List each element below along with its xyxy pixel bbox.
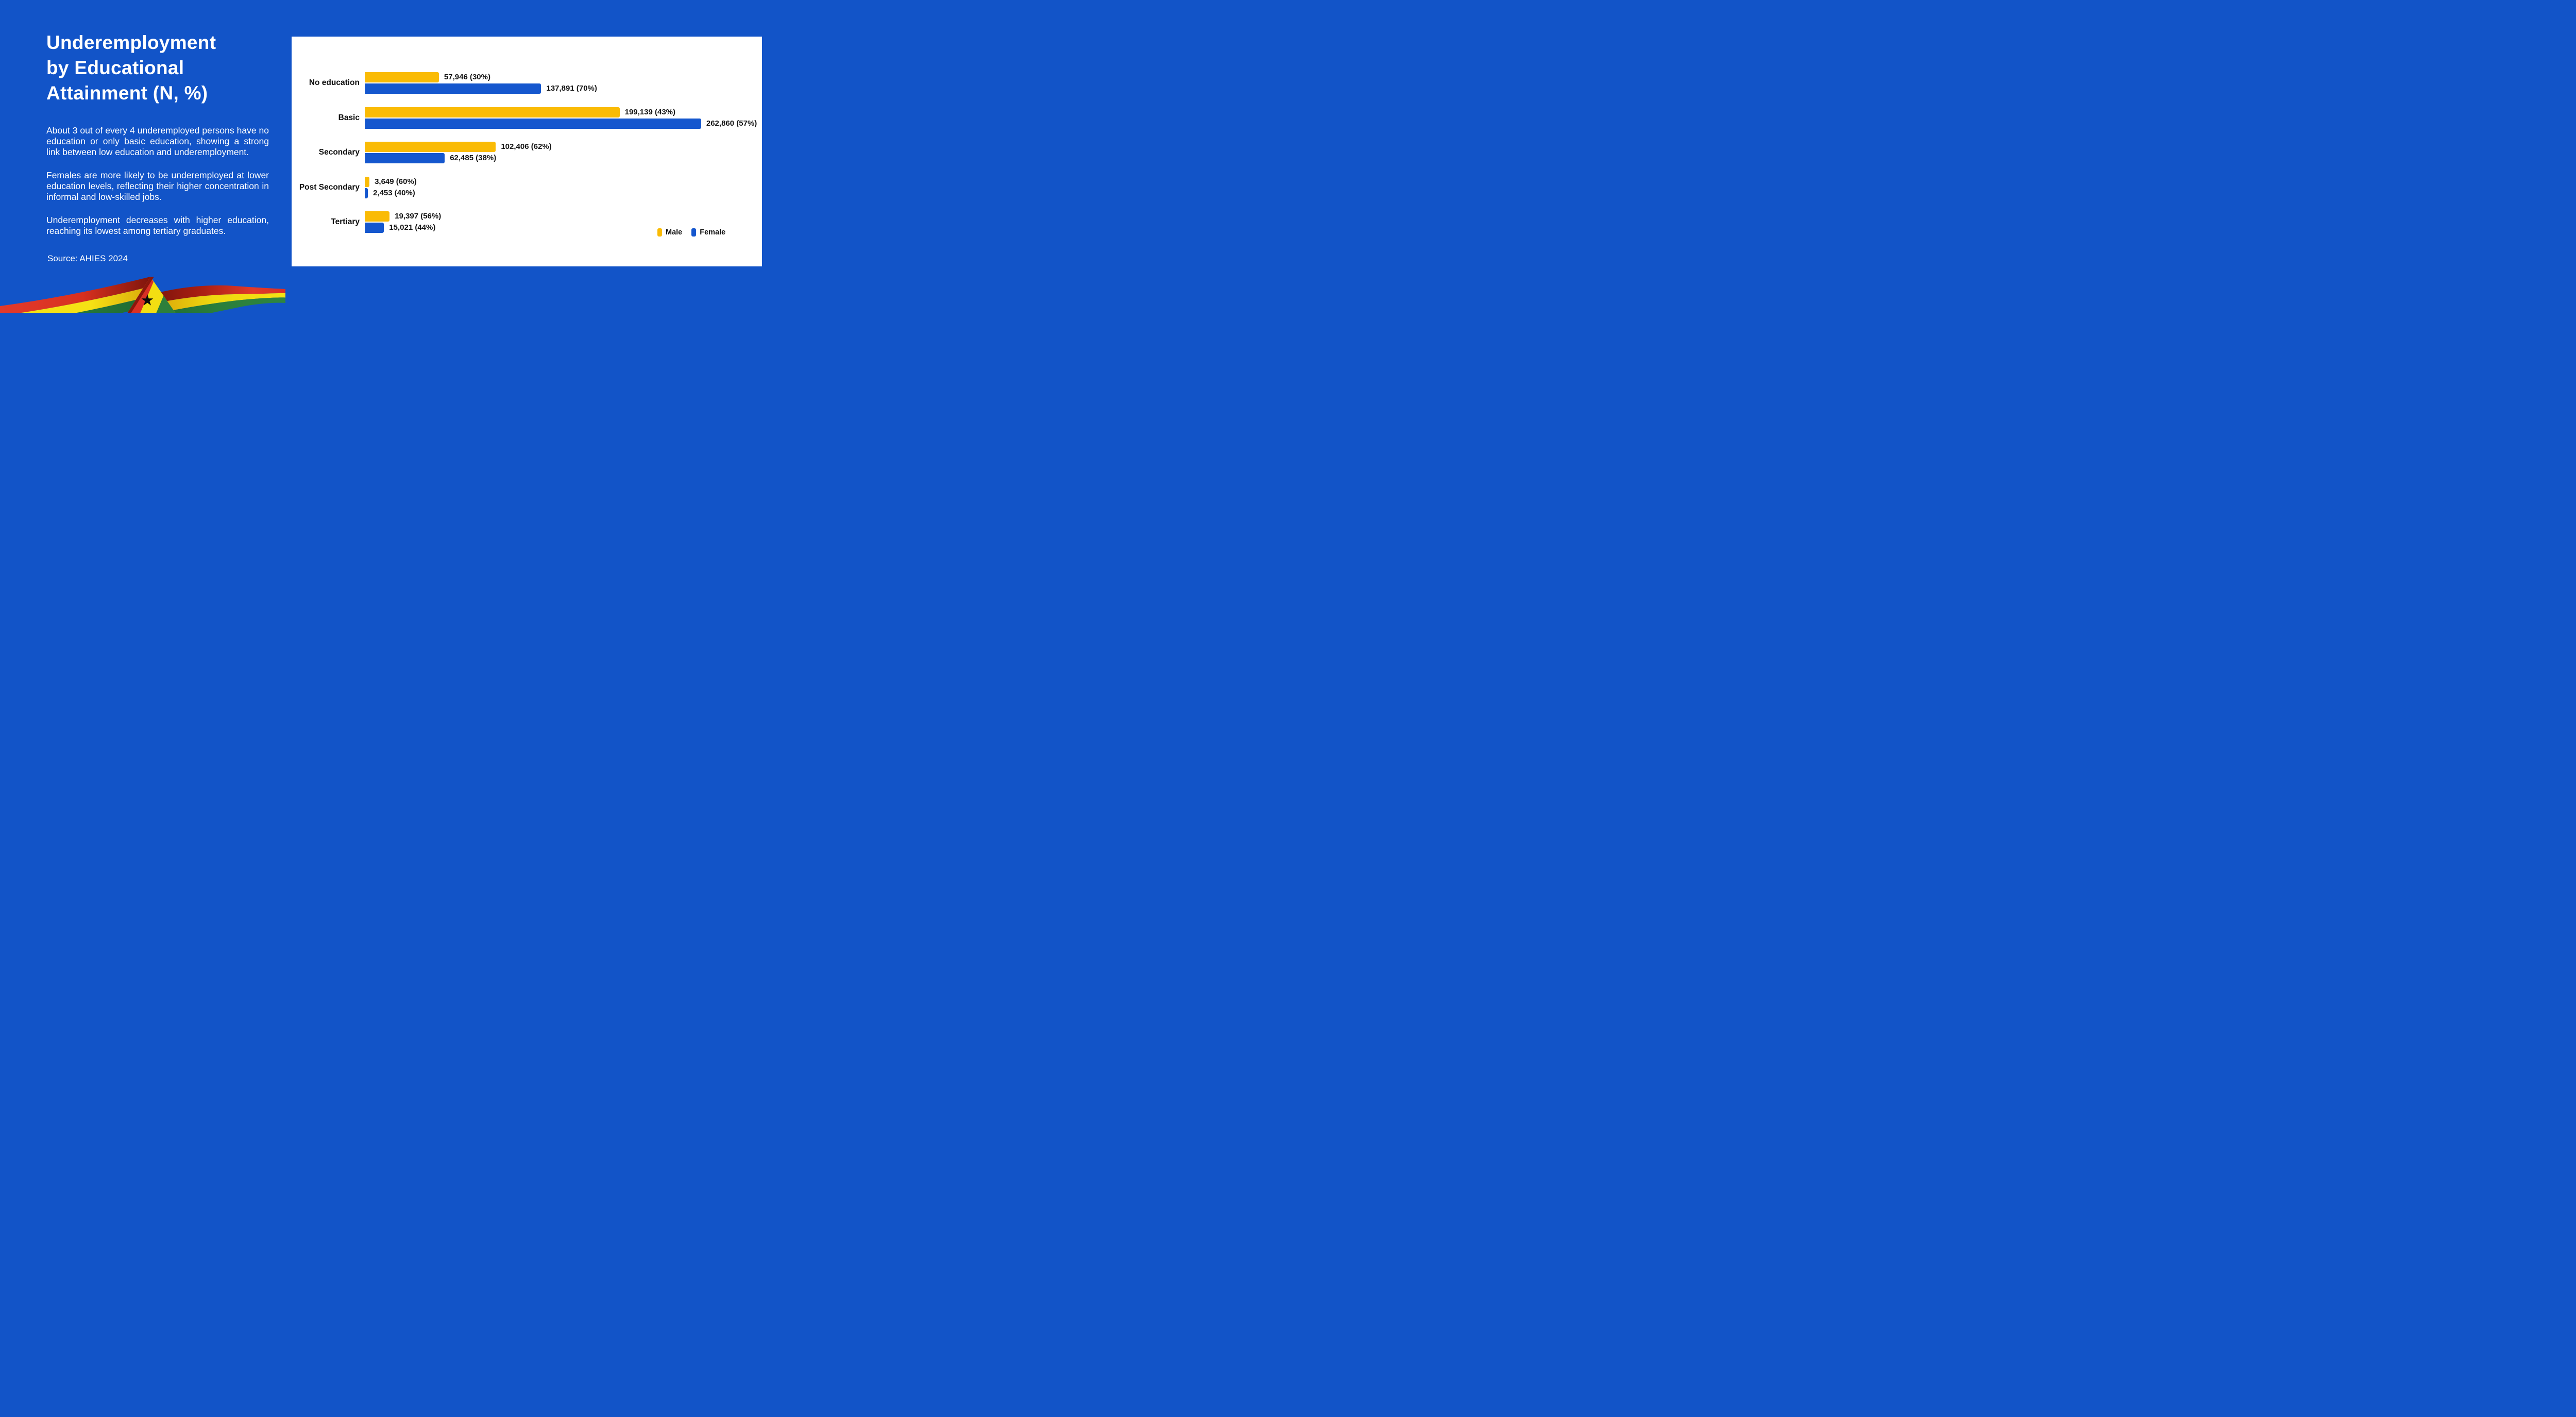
chart-row: Basic 199,139 (43%) 262,860 (57%) (292, 107, 762, 129)
bars-group: 19,397 (56%) 15,021 (44%) (365, 211, 759, 233)
page-title-line: by Educational (46, 57, 184, 78)
category-label: No education (309, 78, 360, 87)
bars-group: 57,946 (30%) 137,891 (70%) (365, 72, 759, 94)
male-bar (365, 142, 496, 152)
female-bar (365, 188, 368, 198)
flag-left-ribbon (0, 277, 150, 313)
category-label: Tertiary (331, 217, 360, 226)
legend-label: Female (700, 228, 726, 237)
male-bar (365, 107, 620, 117)
legend-label: Male (666, 228, 683, 237)
page-title-line: Attainment (N, %) (46, 82, 208, 104)
ghana-flag-ribbon (0, 277, 285, 313)
bar-value-label: 62,485 (38%) (450, 154, 497, 162)
legend-female-swatch (691, 228, 697, 237)
page-title-line: Underemployment (46, 32, 216, 53)
legend-item-male: Male (657, 228, 682, 237)
black-star-icon (141, 294, 154, 306)
bar-value-label: 15,021 (44%) (389, 223, 436, 232)
male-bar (365, 72, 439, 82)
female-bar (365, 153, 445, 163)
chart-row: Post Secondary 3,649 (60%) 2,453 (40%) (292, 176, 762, 198)
infographic-canvas: Underemployment by Educational Attainmen… (0, 0, 808, 313)
body-paragraph: About 3 out of every 4 underemployed per… (46, 125, 269, 157)
bar-value-label: 3,649 (60%) (375, 177, 417, 186)
legend: Male Female (657, 228, 725, 237)
bar-value-label: 102,406 (62%) (501, 142, 552, 151)
female-bar (365, 118, 701, 129)
female-bar (365, 83, 541, 94)
body-paragraph: Underemployment decreases with higher ed… (46, 215, 269, 236)
flag-right-ribbon (155, 285, 285, 313)
chart-panel: No education 57,946 (30%) 137,891 (70%) Bas… (292, 37, 762, 266)
flag-fold (127, 277, 176, 313)
male-bar (365, 211, 390, 222)
category-label: Post Secondary (299, 182, 360, 192)
bar-value-label: 57,946 (30%) (444, 73, 490, 81)
bars-group: 102,406 (62%) 62,485 (38%) (365, 142, 759, 163)
category-label: Secondary (318, 148, 360, 157)
legend-item-female: Female (691, 228, 725, 237)
female-bar (365, 223, 384, 233)
bar-value-label: 199,139 (43%) (624, 107, 676, 116)
male-bar (365, 176, 370, 187)
category-label: Basic (338, 113, 360, 122)
legend-male-swatch (657, 228, 662, 237)
source-note: Source: AHIES 2024 (47, 254, 128, 263)
bars-group: 3,649 (60%) 2,453 (40%) (365, 176, 759, 198)
chart-row: Secondary 102,406 (62%) 62,485 (38%) (292, 142, 762, 163)
bar-value-label: 262,860 (57%) (706, 119, 757, 128)
bars-group: 199,139 (43%) 262,860 (57%) (365, 107, 759, 129)
body-copy: About 3 out of every 4 underemployed per… (46, 125, 269, 249)
bar-value-label: 137,891 (70%) (546, 84, 597, 93)
chart-row: Tertiary 19,397 (56%) 15,021 (44%) (292, 211, 762, 233)
bar-value-label: 2,453 (40%) (373, 188, 415, 197)
bar-value-label: 19,397 (56%) (395, 212, 442, 221)
body-paragraph: Females are more likely to be underemplo… (46, 170, 269, 202)
chart-row: No education 57,946 (30%) 137,891 (70%) (292, 72, 762, 94)
page-title: Underemployment by Educational Attainmen… (46, 30, 283, 106)
